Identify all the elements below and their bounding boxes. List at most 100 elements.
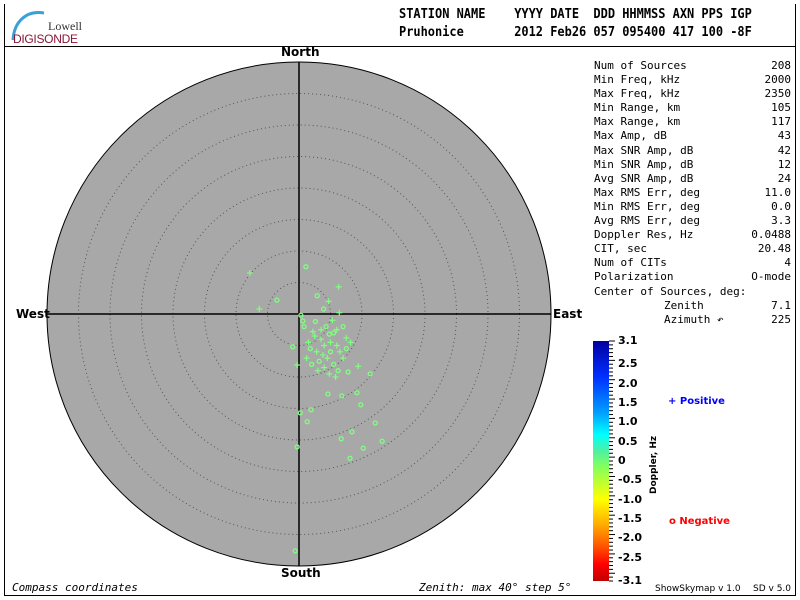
source-point-positive <box>324 355 331 362</box>
stat-value: 7.1 <box>771 298 791 312</box>
stat-row: Avg RMS Err, deg 3.3 <box>594 214 791 228</box>
colorbar-tick-label: 1.5 <box>618 395 638 409</box>
source-point-negative <box>297 410 303 416</box>
source-point-negative <box>379 438 385 444</box>
source-point-positive <box>336 348 343 355</box>
colorbar-label: Doppler, Hz <box>649 435 659 494</box>
source-point-positive <box>313 348 320 355</box>
source-point-positive <box>246 270 253 277</box>
doppler-colorbar <box>593 341 609 581</box>
stat-row: Max SNR Amp, dB 42 <box>594 144 791 158</box>
source-point-positive <box>305 339 312 346</box>
frame <box>4 4 796 596</box>
stat-value: 4 <box>784 256 791 270</box>
source-point-negative <box>338 436 344 442</box>
colorbar-tick-label: -3.1 <box>618 574 643 587</box>
colorbar-tick-label: 3.1 <box>618 334 638 347</box>
source-point-negative <box>308 407 314 413</box>
label-north: North <box>281 45 320 59</box>
stat-row: Doppler Res, Hz 0.0488 <box>594 228 791 242</box>
stat-value: 20.48 <box>757 242 791 256</box>
stat-label: Num of Sources <box>594 59 687 72</box>
source-point-positive <box>318 326 325 333</box>
source-point-negative <box>358 402 364 408</box>
source-point-negative <box>308 361 315 368</box>
stat-value: O-mode <box>751 270 791 284</box>
logo-text-digisonde: DIGISONDE <box>13 32 78 46</box>
stat-value: 11.0 <box>764 185 792 199</box>
source-point-negative <box>303 264 309 270</box>
stat-label: Num of CITs <box>594 256 667 270</box>
source-point-positive <box>303 355 310 362</box>
stat-value: 117 <box>771 115 791 129</box>
source-point-positive <box>294 362 301 369</box>
source-point-negative <box>312 318 319 325</box>
circle-icon: o <box>669 516 676 527</box>
source-point-negative <box>290 344 296 350</box>
colorbar-tick-label: 2.5 <box>618 357 638 371</box>
stat-value: 24 <box>777 171 791 185</box>
source-point-negative <box>335 368 341 374</box>
stat-value: 0.0 <box>771 199 791 213</box>
stat-row: Polarization O-mode <box>594 270 791 284</box>
legend-negative-label: Negative <box>679 516 730 527</box>
stat-row: Azimuth ↶ 225 <box>594 313 791 327</box>
source-point-negative <box>330 330 337 336</box>
stat-row: Max Freq, kHz 2350 <box>594 87 791 101</box>
stat-value: 0.0488 <box>751 228 791 242</box>
colorbar-tick-label: 0.5 <box>618 434 638 448</box>
stat-label: Min SNR Amp, dB <box>594 157 694 171</box>
stat-value: 43 <box>777 129 791 143</box>
source-point-positive <box>314 367 321 374</box>
legend-negative: o Negative <box>669 516 730 527</box>
source-point-negative <box>294 444 300 450</box>
source-point-negative <box>301 323 307 330</box>
stat-label: Polarization <box>594 270 674 284</box>
colorbar-tick-label: -1.5 <box>618 512 643 526</box>
source-point-negative <box>360 445 366 451</box>
stat-row: Max Amp, dB 43 <box>594 129 791 143</box>
stat-row: Avg SNR Amp, dB 24 <box>594 172 791 186</box>
stat-label: Max Freq, kHz <box>594 87 681 101</box>
stat-row: Min Freq, kHz 2000 <box>594 73 791 87</box>
source-point-positive <box>319 351 326 358</box>
source-point-positive <box>335 283 342 290</box>
source-point-negative <box>300 318 306 324</box>
stat-value: 42 <box>777 143 791 157</box>
stat-label: Center of Sources, deg: <box>594 284 747 298</box>
stat-label: Min Range, km <box>594 101 681 115</box>
source-point-negative <box>326 331 332 337</box>
source-point-positive <box>318 336 325 343</box>
header-divider <box>4 46 796 47</box>
footer-zenith: Zenith: max 40° step 5° <box>419 581 572 594</box>
label-east: East <box>553 307 583 321</box>
stat-value: 2350 <box>764 87 792 101</box>
stat-label: Max SNR Amp, dB <box>594 143 694 157</box>
colorbar-tick-label: -2.0 <box>618 531 643 545</box>
stat-row: Center of Sources, deg: <box>594 285 791 299</box>
source-point-positive <box>355 363 362 370</box>
source-point-negative <box>304 419 310 425</box>
source-point-negative <box>343 345 349 352</box>
stat-label: Avg SNR Amp, dB <box>594 171 694 185</box>
colorbar-ticks <box>609 340 615 582</box>
stat-label: Min Freq, kHz <box>594 73 681 87</box>
legend-positive: + Positive <box>668 396 725 407</box>
footer-coordinates: Compass coordinates <box>12 581 138 594</box>
source-point-negative <box>372 420 378 426</box>
stat-label: Max Range, km <box>594 115 681 129</box>
header-labels: STATION NAME YYYY DATE DDD HHMMSS AXN PP… <box>399 7 752 22</box>
source-point-negative <box>367 371 373 377</box>
stat-label: Avg RMS Err, deg <box>594 214 700 228</box>
source-point-negative <box>327 349 334 355</box>
stat-row: Zenith 7.1 <box>594 299 791 313</box>
stat-value: 208 <box>771 59 791 72</box>
colorbar-tick-label: 1.0 <box>618 415 638 429</box>
source-point-negative <box>349 429 355 435</box>
colorbar-tick-label: -0.5 <box>618 473 643 487</box>
stat-row: Max RMS Err, deg 11.0 <box>594 186 791 200</box>
version-showskymap: ShowSkymap v 1.0 <box>655 584 741 594</box>
source-point-negative <box>314 293 320 299</box>
